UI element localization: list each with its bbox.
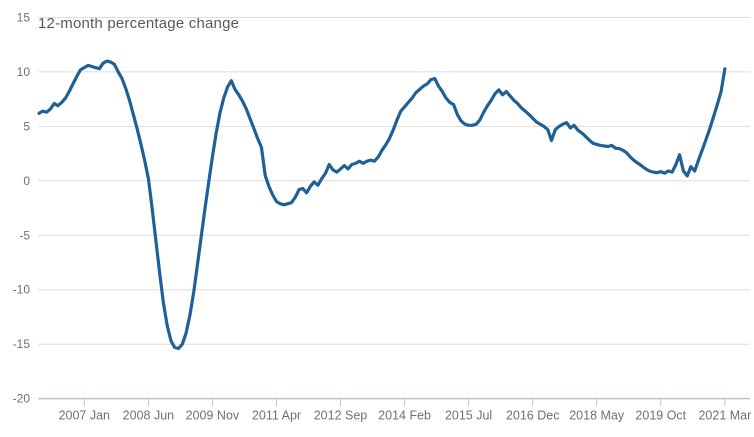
y-axis-label: 10 — [17, 65, 31, 79]
x-axis-label: 2016 Dec — [506, 409, 560, 423]
y-axis-label: 0 — [23, 174, 30, 188]
data-line — [37, 59, 727, 351]
y-axis-label: -5 — [19, 228, 30, 242]
x-axis-label: 2012 Sep — [314, 409, 368, 423]
x-axis-label: 2008 Jun — [123, 409, 174, 423]
y-axis-label: -15 — [13, 337, 31, 351]
y-axis-label: 5 — [23, 119, 30, 133]
x-axis-label: 2014 Feb — [378, 409, 431, 423]
y-axis-label: 15 — [17, 11, 31, 25]
chart-title: 12-month percentage change — [38, 15, 240, 32]
x-axis-label: 2021 Mar — [698, 409, 751, 423]
y-axis-label: -10 — [13, 283, 31, 297]
x-axis-label: 2009 Nov — [186, 409, 240, 423]
y-axis-label: -20 — [13, 392, 31, 406]
x-axis-label: 2019 Oct — [635, 409, 686, 423]
x-axis-label: 2015 Jul — [445, 409, 492, 423]
x-axis-label: 2018 May — [569, 409, 625, 423]
x-axis-label: 2007 Jan — [59, 409, 110, 423]
x-axis-label: 2011 Apr — [252, 409, 301, 423]
